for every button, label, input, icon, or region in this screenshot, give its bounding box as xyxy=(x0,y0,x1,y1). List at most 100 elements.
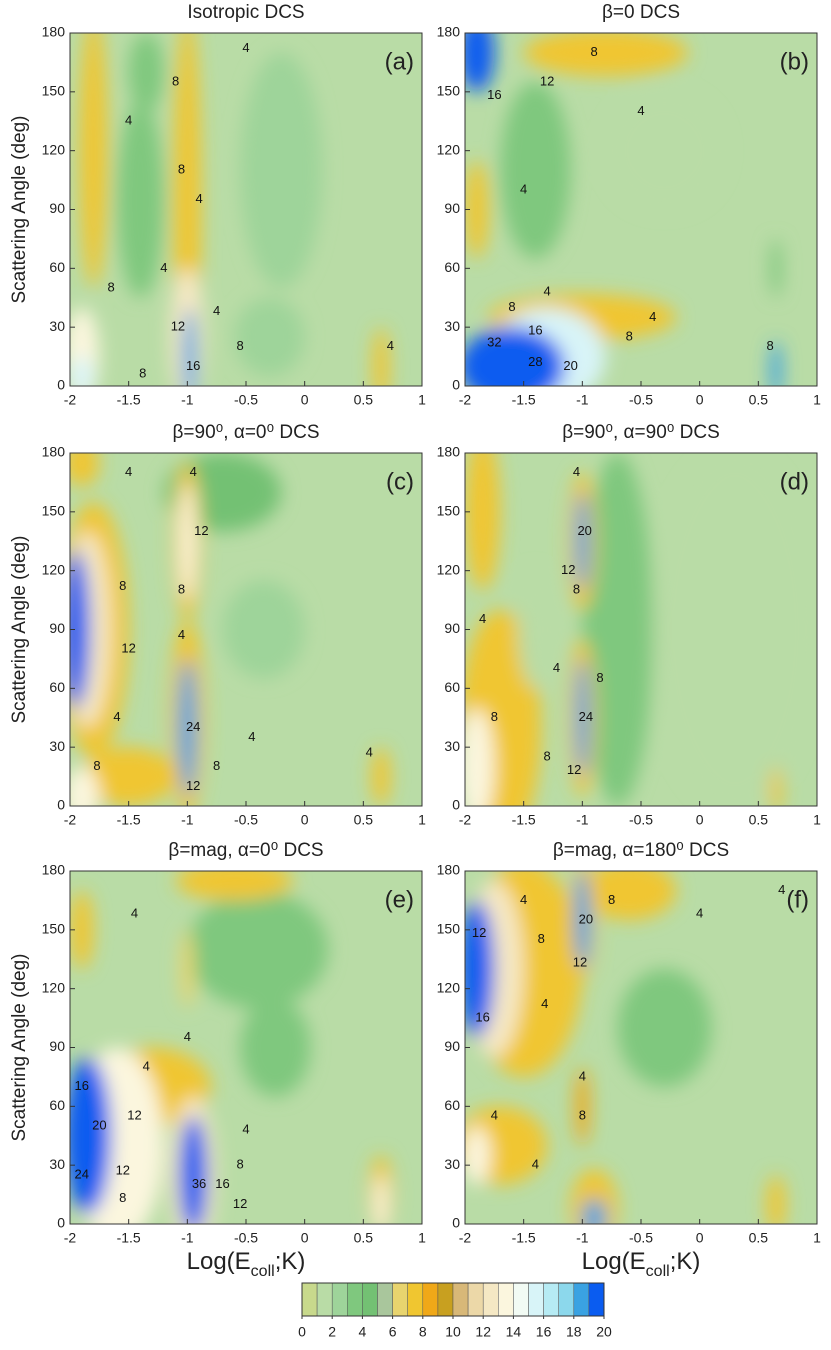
field-region xyxy=(70,1057,112,1215)
field-region xyxy=(70,890,94,970)
field-region xyxy=(582,1198,606,1224)
field-region xyxy=(175,871,293,901)
x-label-text: Log(E xyxy=(582,1248,646,1275)
field-region xyxy=(222,580,305,679)
y-axis-label: Scattering Angle (deg) xyxy=(9,535,30,723)
y-tick-label: 150 xyxy=(42,503,66,519)
contour-label: 4 xyxy=(491,1108,498,1123)
contour-label: 8 xyxy=(107,279,114,294)
contour-label: 8 xyxy=(544,748,551,763)
contour-label: 4 xyxy=(178,627,185,642)
x-tick-label: -1 xyxy=(181,812,194,828)
panel-title: β=0 DCS xyxy=(602,2,680,23)
field-region xyxy=(523,33,688,77)
colorbar-tick-label: 2 xyxy=(328,1324,336,1340)
contour-label: 8 xyxy=(538,931,545,946)
field-region xyxy=(371,747,391,806)
field-blobs xyxy=(70,871,393,1224)
colorbar-swatch xyxy=(422,1282,439,1317)
contour-label: 8 xyxy=(237,1157,244,1172)
panel-title: Isotropic DCS xyxy=(187,2,304,23)
panel-title: β=mag, α=180⁰ DCS xyxy=(553,840,729,861)
y-tick-label: 90 xyxy=(49,620,65,636)
panel-label: (a) xyxy=(385,48,414,75)
x-tick-label: -1.5 xyxy=(117,1230,141,1246)
x-tick-label: 0 xyxy=(696,812,704,828)
x-tick-label: 1 xyxy=(418,392,426,408)
y-tick-label: 120 xyxy=(42,561,66,577)
colorbar-tick-label: 8 xyxy=(419,1324,427,1340)
field-region xyxy=(582,453,653,806)
x-tick-label: -0.5 xyxy=(234,1230,258,1246)
field-region xyxy=(240,998,311,1097)
y-tick-label: 150 xyxy=(42,83,66,99)
y-tick-label: 180 xyxy=(42,24,66,40)
field-region xyxy=(617,969,712,1087)
x-tick-label: 0.5 xyxy=(749,1230,769,1246)
contour-label: 12 xyxy=(561,562,575,577)
colorbar: 0 2 4 6 8 10 12 14 16 18 20 xyxy=(298,1282,612,1340)
contour-label: 36 xyxy=(192,1176,206,1191)
y-tick-label: 30 xyxy=(444,1156,460,1172)
contour-label: 4 xyxy=(649,309,656,324)
contour-field xyxy=(70,871,422,1224)
field-region xyxy=(70,766,100,806)
x-tick-label: -0.5 xyxy=(629,1230,653,1246)
x-tick-label: 0 xyxy=(301,1230,309,1246)
contour-label: 4 xyxy=(778,882,785,897)
panel: -2 -1.5 -1 -0.5 0 0.5 1 0 30 60 90 120 150 180 β=0 DCS… xyxy=(437,2,821,408)
contour-label: 4 xyxy=(184,1029,191,1044)
y-tick-label: 180 xyxy=(437,862,461,878)
contour-label: 8 xyxy=(178,582,185,597)
contour-label: 4 xyxy=(544,283,551,298)
contour-label: 20 xyxy=(563,358,577,373)
y-tick-label: 60 xyxy=(49,1097,65,1113)
field-region xyxy=(517,570,554,689)
x-label-sub: coll xyxy=(646,1263,670,1280)
contour-label: 8 xyxy=(93,758,100,773)
field-region xyxy=(240,52,323,288)
field-region xyxy=(582,871,677,921)
y-tick-label: 30 xyxy=(49,1156,65,1172)
contour-label: 12 xyxy=(194,523,208,538)
contour-label: 4 xyxy=(541,996,548,1011)
field-region xyxy=(465,327,565,386)
field-region xyxy=(465,33,495,92)
contour-label: 4 xyxy=(131,906,138,921)
contour-label: 8 xyxy=(119,578,126,593)
y-tick-label: 120 xyxy=(437,141,461,157)
panel-title: β=90⁰, α=0⁰ DCS xyxy=(173,422,320,443)
field-region xyxy=(182,307,197,386)
x-axis-label: Log(Ecoll;K) xyxy=(187,1248,306,1279)
contour-label: 4 xyxy=(248,729,255,744)
field-region xyxy=(465,707,495,806)
contour-label: 8 xyxy=(491,709,498,724)
x-axis-label: Log(Ecoll;K) xyxy=(582,1248,701,1279)
y-axis-label: Scattering Angle (deg) xyxy=(9,953,30,1141)
x-tick-label: -1 xyxy=(576,392,589,408)
x-label-text: Log(E xyxy=(187,1248,251,1275)
contour-label: 4 xyxy=(242,40,249,55)
contour-label: 4 xyxy=(532,1157,539,1172)
colorbar-swatch xyxy=(452,1282,469,1317)
field-region xyxy=(372,327,390,386)
y-tick-label: 60 xyxy=(444,259,460,275)
contour-label: 4 xyxy=(125,113,132,128)
contour-label: 4 xyxy=(387,338,394,353)
contour-label: 12 xyxy=(540,73,554,88)
x-tick-label: 0.5 xyxy=(354,1230,374,1246)
field-region xyxy=(766,1174,786,1224)
contour-field xyxy=(70,33,422,386)
y-tick-label: 150 xyxy=(437,503,461,519)
field-region xyxy=(70,551,90,708)
panel: -2 -1.5 -1 -0.5 0 0.5 1 0 30 60 90 120 150 180 β=90⁰, … xyxy=(9,422,426,828)
contour-label: 8 xyxy=(573,582,580,597)
contour-field xyxy=(465,871,817,1224)
contour-label: 12 xyxy=(472,925,486,940)
y-tick-label: 90 xyxy=(49,1038,65,1054)
colorbar-tick-label: 12 xyxy=(475,1324,491,1340)
x-label-tail: ;K) xyxy=(670,1248,701,1275)
x-tick-label: 0 xyxy=(301,392,309,408)
contour-field xyxy=(465,453,817,806)
colorbar-swatch xyxy=(543,1282,559,1317)
